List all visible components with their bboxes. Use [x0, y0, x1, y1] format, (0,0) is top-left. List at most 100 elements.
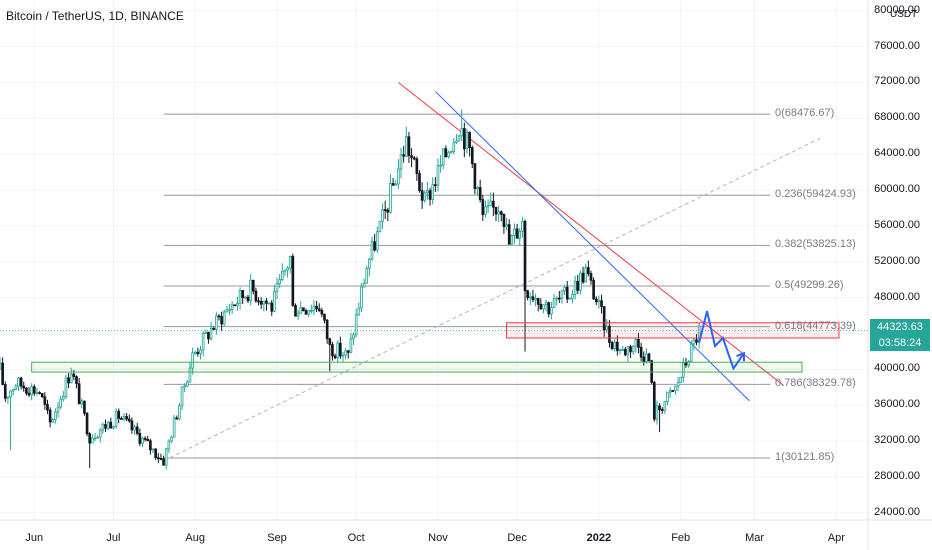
candle-body	[470, 147, 474, 165]
time-tick-label: Aug	[185, 532, 206, 544]
candle-body	[510, 234, 514, 245]
candle-body	[341, 354, 345, 357]
trend-line	[398, 82, 784, 386]
candle-body	[233, 304, 237, 307]
candle-body	[209, 327, 213, 340]
candle-body	[679, 376, 683, 384]
price-tick-label: 56000.00	[874, 218, 920, 231]
price-tick-label: 52000.00	[874, 254, 920, 267]
price-tick-label: 68000.00	[874, 111, 920, 124]
candle-body	[225, 309, 229, 313]
candle-body	[375, 231, 379, 251]
candle-body	[291, 255, 295, 306]
candle-body	[333, 355, 337, 359]
candle-body	[183, 385, 187, 388]
candle-body	[391, 183, 395, 186]
candle-body	[46, 403, 49, 411]
candle-body	[571, 294, 574, 299]
candle-body	[589, 273, 593, 281]
fib-level-label: 0.618(44773.39)	[775, 319, 856, 332]
candle-body	[114, 410, 118, 427]
candle-body	[286, 267, 289, 271]
candle-body	[365, 268, 369, 284]
candle-body	[674, 385, 677, 391]
candle-body	[154, 448, 157, 459]
candle-body	[9, 390, 12, 398]
candle-body	[486, 205, 490, 208]
candle-body	[11, 389, 15, 392]
candle-body	[552, 298, 556, 308]
candle-body	[389, 183, 392, 213]
candle-body	[484, 206, 487, 215]
candle-body	[489, 200, 493, 207]
candle-body	[185, 381, 189, 387]
candle-body	[557, 297, 561, 300]
time-tick-label: Jul	[106, 532, 121, 544]
candle-body	[112, 426, 115, 429]
candle-body	[436, 164, 440, 186]
candle-body	[605, 325, 609, 331]
candle-body	[30, 386, 33, 396]
time-tick-label: 2022	[586, 532, 612, 544]
time-tick-label: Nov	[428, 532, 448, 544]
resistance-zone	[506, 322, 840, 339]
candle-body	[383, 209, 387, 211]
candle-body	[563, 286, 566, 292]
candle-body	[555, 297, 559, 300]
candle-body	[433, 184, 437, 187]
candle-body	[642, 356, 646, 362]
candle-body	[637, 339, 640, 348]
candle-body	[61, 396, 65, 400]
drawing-shapes	[31, 310, 840, 373]
candle-body	[162, 458, 165, 466]
candle-body	[309, 310, 313, 312]
candle-body	[528, 296, 532, 299]
currency-unit[interactable]: USDT	[888, 9, 920, 20]
candle-body	[639, 346, 643, 358]
candle-body	[360, 286, 363, 309]
candle-body	[217, 315, 221, 318]
candle-body	[663, 401, 667, 411]
candle-body	[523, 220, 527, 292]
price-tick-label: 60000.00	[874, 183, 920, 196]
candle-body	[101, 424, 105, 431]
candle-body	[85, 412, 89, 435]
candle-body	[616, 341, 619, 352]
candle-body	[27, 392, 31, 396]
candle-body	[629, 346, 632, 353]
dashed-trend-line	[163, 137, 821, 462]
candle-body	[610, 342, 614, 350]
candle-body	[539, 303, 543, 310]
support-zone	[31, 361, 803, 373]
candle-body	[513, 228, 516, 236]
candle-body	[621, 348, 624, 351]
candle-body	[188, 367, 192, 383]
price-tick-label: 64000.00	[874, 147, 920, 160]
candle-body	[534, 298, 537, 301]
candle-body	[230, 304, 234, 311]
candle-body	[565, 286, 569, 300]
candle-body	[476, 187, 479, 190]
candle-body	[51, 419, 55, 423]
time-tick-label: Dec	[507, 532, 527, 544]
candle-body	[251, 279, 255, 292]
projection-arrowhead	[736, 351, 746, 362]
candle-body	[339, 342, 342, 357]
candle-body	[1, 362, 4, 385]
time-tick-label: Sep	[267, 532, 287, 544]
candle-body	[199, 349, 202, 355]
candle-body	[410, 155, 413, 159]
candle-body	[201, 333, 205, 351]
candle-body	[394, 183, 398, 186]
candle-body	[449, 151, 453, 154]
candle-body	[96, 436, 99, 439]
candle-body	[178, 405, 181, 420]
candle-body	[120, 418, 123, 420]
candle-body	[304, 310, 308, 315]
candle-body	[692, 339, 696, 345]
candle-body	[35, 392, 39, 394]
candle-body	[579, 272, 582, 291]
candle-body	[655, 405, 659, 420]
